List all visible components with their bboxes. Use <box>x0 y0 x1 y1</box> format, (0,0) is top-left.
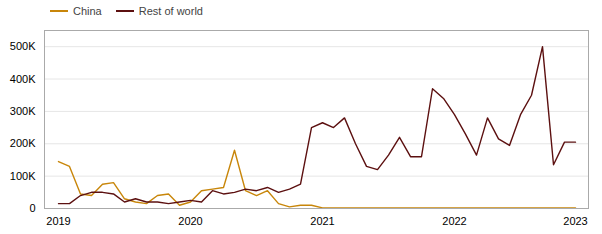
html-text:China: China <box>73 5 102 17</box>
svg-text:2021: 2021 <box>310 215 334 227</box>
svg-text:2023: 2023 <box>563 215 587 227</box>
svg-text:400K: 400K <box>10 73 36 85</box>
svg-text:500K: 500K <box>10 40 36 52</box>
svg-text:2019: 2019 <box>46 215 70 227</box>
svg-text:0: 0 <box>29 202 35 214</box>
svg-text:100K: 100K <box>10 170 36 182</box>
svg-text:2022: 2022 <box>442 215 466 227</box>
svg-text:300K: 300K <box>10 105 36 117</box>
html-text:Rest of world: Rest of world <box>138 5 203 17</box>
svg-text:200K: 200K <box>10 137 36 149</box>
svg-text:2020: 2020 <box>178 215 202 227</box>
